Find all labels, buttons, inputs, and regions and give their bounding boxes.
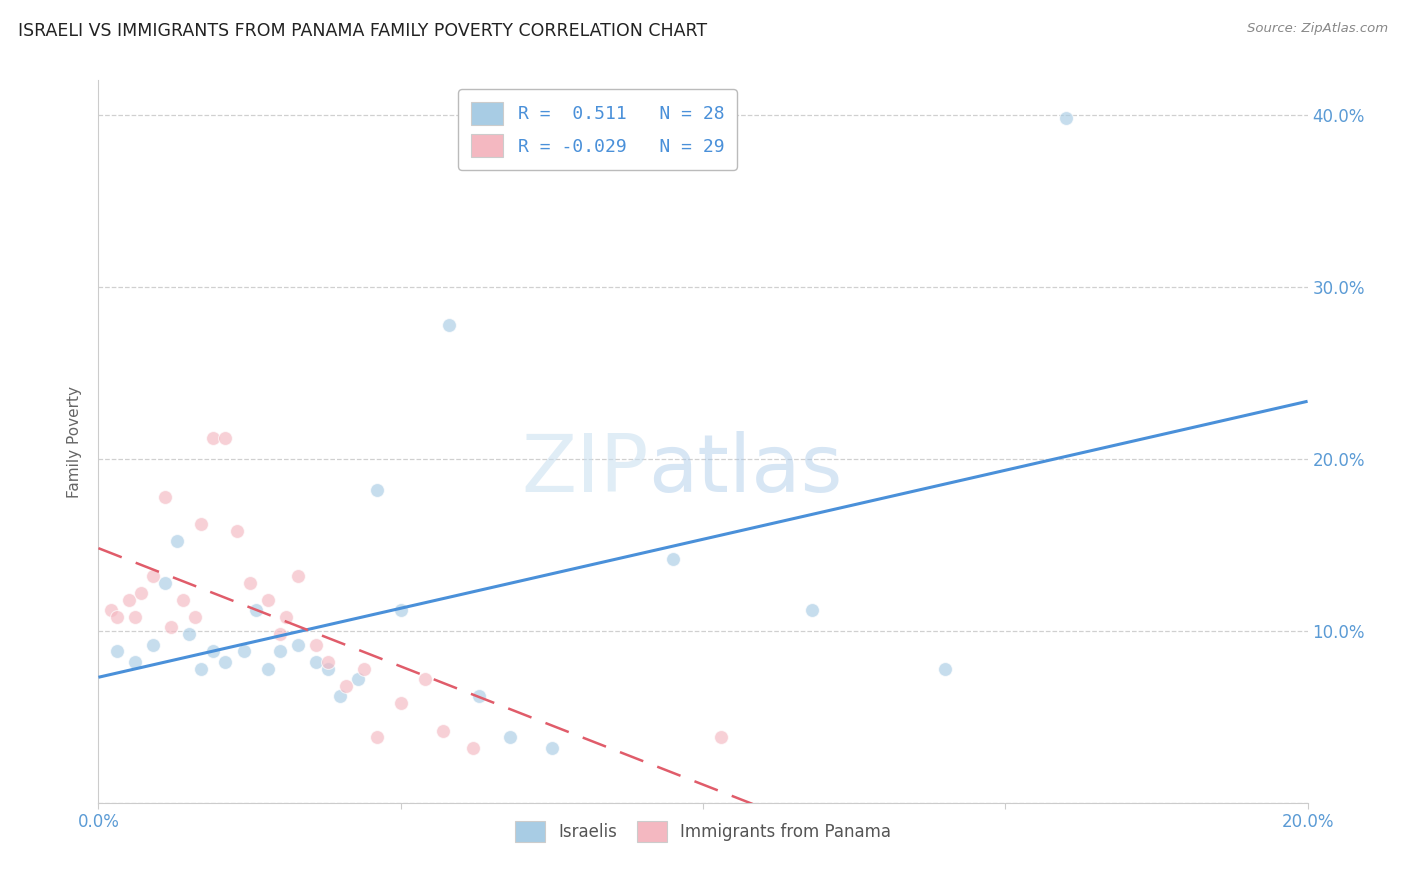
- Point: [124, 655, 146, 669]
- Point: [153, 490, 176, 504]
- Point: [366, 483, 388, 497]
- Point: [413, 672, 436, 686]
- Point: [329, 689, 352, 703]
- Point: [269, 644, 291, 658]
- Point: [540, 740, 562, 755]
- Point: [100, 603, 122, 617]
- Point: [468, 689, 491, 703]
- Point: [153, 575, 176, 590]
- Point: [105, 644, 128, 658]
- Point: [269, 627, 291, 641]
- Point: [498, 731, 520, 745]
- Y-axis label: Family Poverty: Family Poverty: [67, 385, 83, 498]
- Point: [463, 740, 485, 755]
- Point: [172, 592, 194, 607]
- Point: [389, 603, 412, 617]
- Point: [316, 662, 339, 676]
- Point: [934, 662, 956, 676]
- Point: [239, 575, 262, 590]
- Point: [366, 731, 388, 745]
- Point: [160, 620, 183, 634]
- Point: [202, 644, 225, 658]
- Point: [437, 318, 460, 332]
- Point: [226, 524, 249, 538]
- Legend: Israelis, Immigrants from Panama: Israelis, Immigrants from Panama: [508, 814, 898, 848]
- Text: ISRAELI VS IMMIGRANTS FROM PANAMA FAMILY POVERTY CORRELATION CHART: ISRAELI VS IMMIGRANTS FROM PANAMA FAMILY…: [18, 22, 707, 40]
- Point: [287, 638, 309, 652]
- Point: [316, 655, 339, 669]
- Text: ZIP: ZIP: [522, 432, 648, 509]
- Text: Source: ZipAtlas.com: Source: ZipAtlas.com: [1247, 22, 1388, 36]
- Point: [1054, 111, 1077, 125]
- Point: [166, 534, 188, 549]
- Point: [335, 679, 357, 693]
- Point: [353, 662, 375, 676]
- Point: [190, 517, 212, 532]
- Point: [214, 431, 236, 445]
- Point: [661, 551, 683, 566]
- Point: [305, 638, 328, 652]
- Point: [274, 610, 297, 624]
- Point: [347, 672, 370, 686]
- Point: [124, 610, 146, 624]
- Point: [256, 662, 278, 676]
- Point: [105, 610, 128, 624]
- Point: [179, 627, 201, 641]
- Point: [432, 723, 454, 738]
- Point: [710, 731, 733, 745]
- Text: atlas: atlas: [648, 432, 844, 509]
- Point: [305, 655, 328, 669]
- Point: [256, 592, 278, 607]
- Point: [142, 638, 165, 652]
- Point: [202, 431, 225, 445]
- Point: [232, 644, 254, 658]
- Point: [190, 662, 212, 676]
- Point: [389, 696, 412, 710]
- Point: [800, 603, 823, 617]
- Point: [245, 603, 267, 617]
- Point: [142, 568, 165, 582]
- Point: [287, 568, 309, 582]
- Point: [118, 592, 141, 607]
- Point: [214, 655, 236, 669]
- Point: [129, 586, 152, 600]
- Point: [184, 610, 207, 624]
